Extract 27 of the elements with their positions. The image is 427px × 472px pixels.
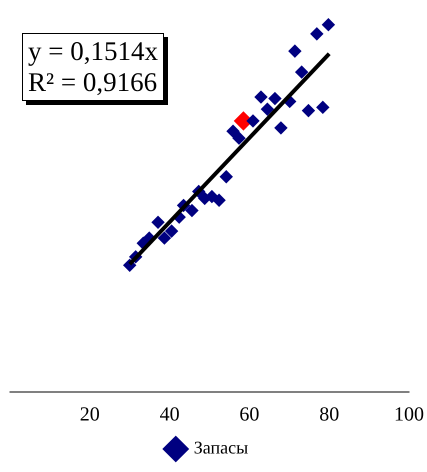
annotation: y = 0,1514x [28,36,158,68]
point [260,102,274,116]
point [212,194,226,207]
point [226,124,240,138]
point [158,232,171,245]
point [322,18,335,32]
point [288,44,302,58]
x-tick-label: 40 [160,403,180,426]
point [316,100,330,114]
point [268,92,282,106]
annotation: R² = 0,9166 [28,67,158,98]
x-tick-label: 20 [80,403,100,426]
point [152,216,165,229]
point [254,90,268,104]
point [274,121,288,134]
legend-label: Запасы [194,438,248,458]
point [302,104,315,118]
point [295,66,308,79]
point [165,224,178,238]
x-tick-label: 100 [394,403,424,426]
x-tick-label: 60 [239,403,260,426]
point [246,114,260,128]
point [185,204,198,218]
point [232,132,246,145]
point [310,27,324,40]
x-tick-label: 80 [319,403,340,426]
point [220,170,233,184]
